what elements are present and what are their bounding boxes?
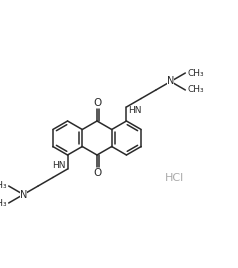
Text: HN: HN [129,106,142,115]
Text: CH₃: CH₃ [187,85,204,95]
Text: O: O [94,98,102,108]
Text: O: O [94,168,102,178]
Text: CH₃: CH₃ [0,181,7,191]
Text: HN: HN [52,161,65,170]
Text: CH₃: CH₃ [187,69,204,77]
Text: N: N [20,189,27,199]
Text: HCl: HCl [165,173,184,183]
Text: CH₃: CH₃ [0,199,7,207]
Text: N: N [167,76,174,87]
